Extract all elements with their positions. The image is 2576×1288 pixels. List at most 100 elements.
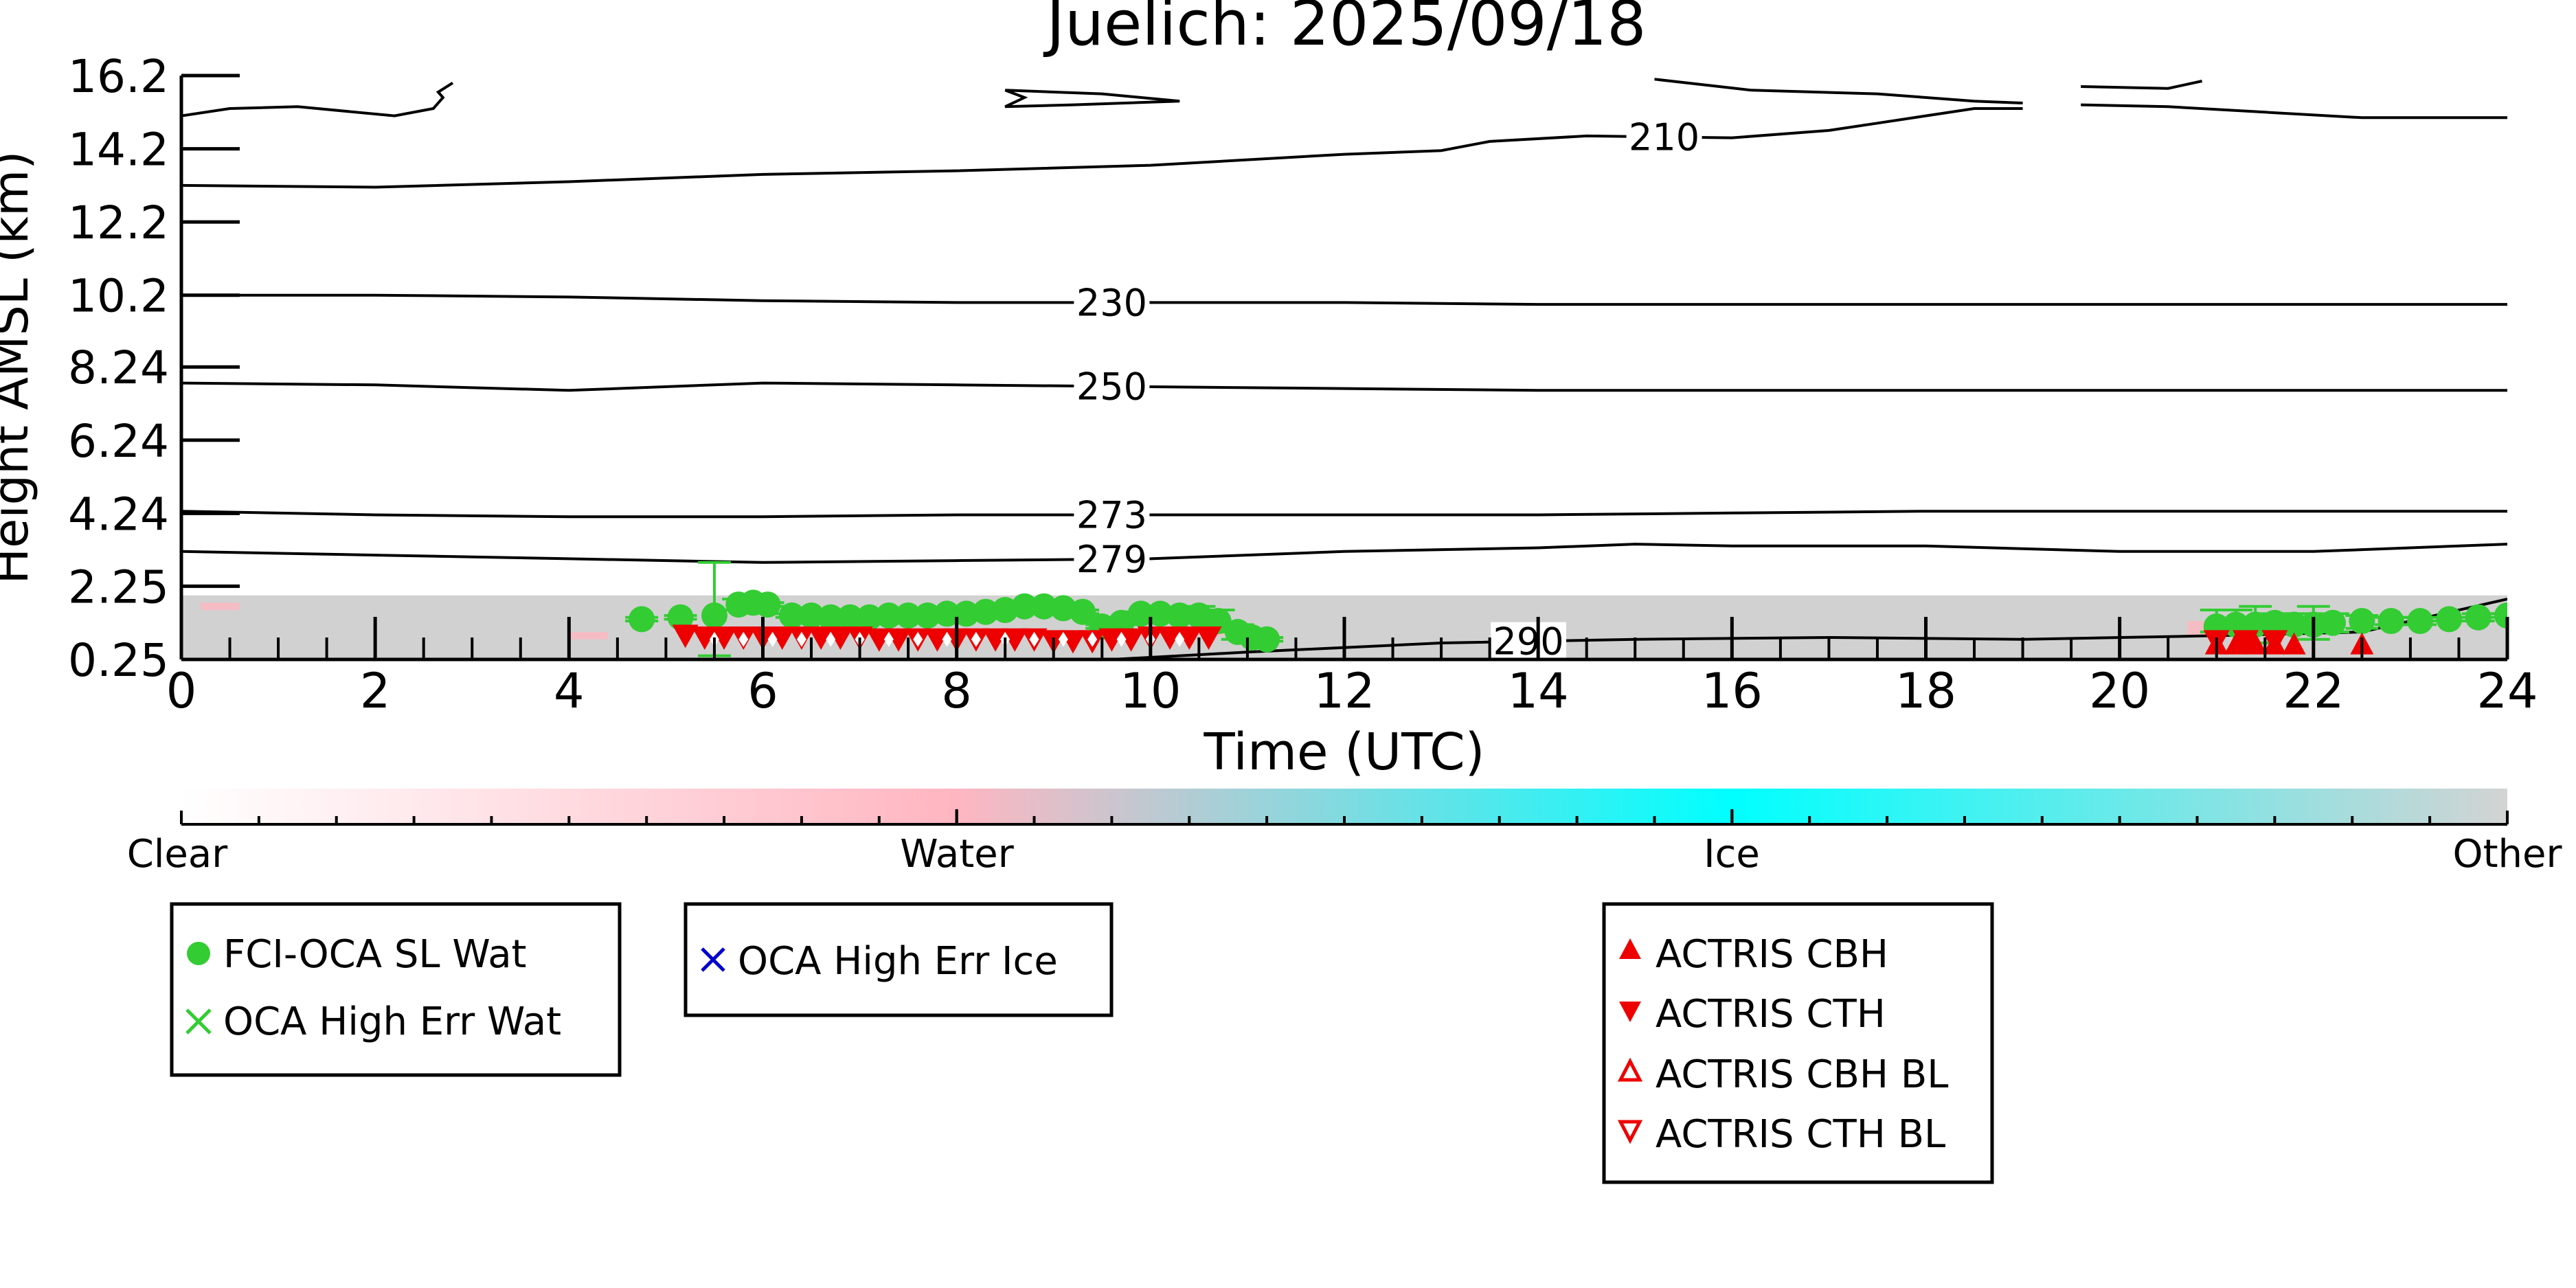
y-tick-label: 4.24 — [68, 488, 169, 541]
fci-oca-sl-wat-point — [914, 602, 941, 629]
actris-cbh-point — [2282, 632, 2306, 655]
x-tick-label: 8 — [941, 663, 972, 719]
contour-label-290: 290 — [1493, 620, 1564, 664]
actris-cth-diamond — [1175, 631, 1185, 647]
contour-210 — [1004, 89, 1180, 109]
contour-label-279: 279 — [1076, 538, 1147, 581]
fci-oca-sl-wat-point — [2349, 608, 2375, 635]
actris-cbh-point — [2244, 632, 2268, 655]
contour-230 — [181, 293, 2507, 306]
water-cloud-patch — [569, 632, 608, 640]
colorbar-label-water: Water — [900, 832, 1015, 877]
fci-oca-sl-wat-point — [1166, 602, 1193, 629]
fci-oca-sl-wat-point — [701, 602, 727, 629]
y-tick-label: 6.24 — [68, 415, 169, 468]
actris-cth-diamond — [1058, 631, 1068, 647]
fci-oca-sl-wat-point — [629, 606, 655, 633]
fci-oca-sl-wat-point — [2281, 611, 2307, 638]
chart-title: Juelich: 2025/09/18 — [1043, 0, 1646, 60]
actris-cth-point — [1059, 630, 1086, 654]
fci-oca-sl-wat-point — [895, 602, 922, 629]
x-tick-label: 0 — [166, 663, 197, 719]
contour-210 — [2081, 80, 2203, 90]
contour-label-273: 273 — [1076, 493, 1147, 536]
contour-210 — [2081, 103, 2507, 120]
x-tick-label: 18 — [1895, 663, 1956, 719]
contour-210 — [181, 82, 454, 117]
actris-cth-point — [1157, 626, 1184, 651]
contour-label-210: 210 — [1629, 115, 1699, 159]
legend-label-actris-cbh: ACTRIS CBH — [1656, 932, 1888, 977]
actris-cth-point — [982, 628, 1009, 652]
legend-marker-actris-cbh — [1619, 938, 1641, 959]
fci-oca-sl-wat-point — [1127, 600, 1154, 627]
contour-label-bg — [1626, 117, 1702, 157]
legend-box-3 — [1602, 902, 1994, 1184]
fci-oca-sl-wat-point — [1254, 626, 1280, 653]
x-tick-label: 22 — [2283, 663, 2344, 719]
y-tick-label: 16.2 — [68, 50, 169, 103]
fci-oca-sl-wat-point — [2407, 608, 2434, 635]
x-tick-label: 20 — [2089, 663, 2150, 719]
contour-210 — [1654, 78, 2023, 104]
contour-label-bg — [1074, 495, 1150, 534]
legend-marker-actris-cbh-bl — [1617, 1057, 1643, 1082]
actris-cth-point — [924, 628, 951, 652]
x-tick-label: 2 — [360, 663, 391, 719]
fci-oca-sl-wat-point — [1030, 593, 1057, 620]
actris-cbh-point — [2224, 632, 2248, 655]
actris-cth-diamond — [767, 631, 778, 647]
y-axis-label: Height AMSL (km) — [0, 151, 39, 585]
legend-label-fci-oca-sl-wat: FCI-OCA SL Wat — [223, 932, 527, 977]
contour-label-250: 250 — [1076, 365, 1147, 408]
actris-cth-point — [808, 626, 835, 651]
colorbar-label-other: Other — [2452, 832, 2562, 877]
legend-label-actris-cth: ACTRIS CTH — [1656, 992, 1886, 1037]
fci-oca-sl-wat-point — [1146, 600, 1173, 627]
contour-250 — [181, 381, 2507, 392]
y-tick-label: 12.2 — [68, 196, 169, 249]
actris-cth-diamond — [883, 631, 894, 647]
actris-cth-point — [2233, 630, 2259, 654]
legend-marker-oca-high-err-wat — [185, 1008, 212, 1035]
actris-cth-point — [769, 626, 795, 651]
actris-cth-diamond — [913, 631, 923, 647]
y-tick-label: 14.2 — [68, 124, 169, 177]
actris-cth-diamond — [971, 631, 981, 647]
legend-label-oca-high-err-ice: OCA High Err Ice — [738, 939, 1058, 984]
actris-cth-point — [1176, 626, 1203, 651]
actris-cth-point — [1002, 628, 1028, 652]
actris-cth-point — [1195, 626, 1222, 651]
legend-box-2 — [683, 902, 1114, 1017]
colorbar-ticks — [180, 809, 2509, 824]
fci-oca-sl-wat-point — [2465, 604, 2492, 631]
legend-label-actris-cth-bl: ACTRIS CTH BL — [1656, 1112, 1945, 1157]
contour-label-bg — [1074, 539, 1150, 578]
x-tick-label: 10 — [1120, 663, 1181, 719]
legend-marker-actris-cth-bl — [1617, 1120, 1643, 1144]
colorbar-label-ice: Ice — [1704, 832, 1760, 877]
actris-cth-point — [711, 626, 738, 651]
fci-oca-sl-wat-point — [1070, 598, 1096, 625]
y-tick-label: 8.24 — [68, 341, 169, 394]
x-tick-label: 14 — [1508, 663, 1569, 719]
contour-273 — [181, 510, 2507, 519]
fci-oca-sl-wat-point — [953, 600, 980, 627]
x-tick-label: 16 — [1702, 663, 1763, 719]
y-tick-label: 10.2 — [68, 270, 169, 323]
actris-cth-diamond — [1116, 631, 1127, 647]
legend-fci-oca: FCI-OCA SL Wat OCA High Err Wat — [170, 902, 622, 1077]
legend-marker-oca-high-err-ice — [701, 947, 725, 972]
plot-axes: 0 2 4 6 8 10 12 14 16 18 20 22 2416.214.212.210.28.2… — [68, 50, 2538, 719]
legend-oca-ice: OCA High Err Ice — [683, 902, 1114, 1017]
actris-cth-diamond — [1087, 631, 1098, 647]
actris-cth-diamond — [1029, 631, 1039, 647]
x-tick-label: 4 — [554, 663, 585, 719]
fci-oca-sl-wat-point — [667, 604, 694, 631]
y-tick-label: 0.25 — [68, 634, 169, 687]
legend-marker-fci-oca-sl-wat — [187, 942, 210, 965]
fci-oca-sl-wat-point — [2436, 606, 2463, 633]
fci-oca-sl-wat-point — [875, 602, 902, 629]
actris-cth-point — [1118, 628, 1144, 652]
fci-oca-sl-wat-point — [817, 604, 844, 631]
